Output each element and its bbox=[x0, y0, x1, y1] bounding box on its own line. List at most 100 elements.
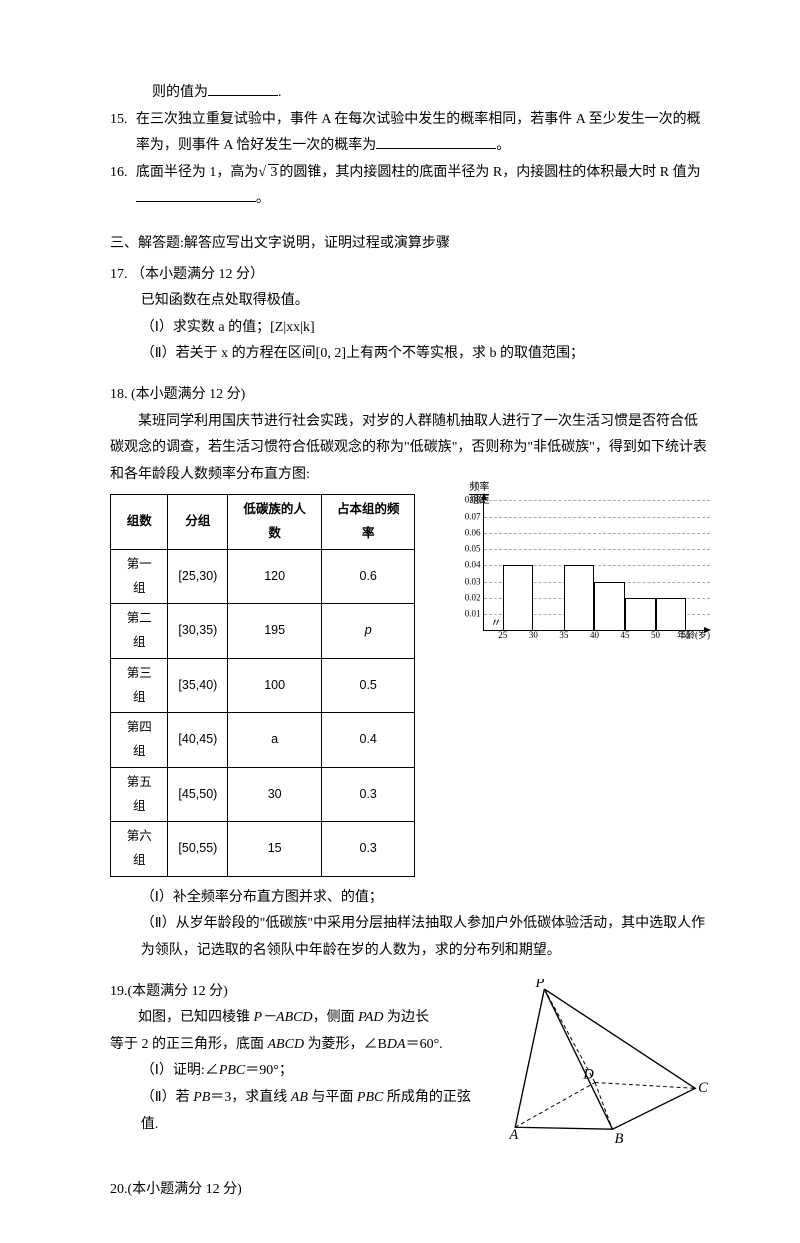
table-cell: 120 bbox=[228, 549, 322, 604]
q15-num: 15. bbox=[110, 107, 128, 160]
svg-text:B: B bbox=[615, 1130, 624, 1146]
table-cell: [35,40) bbox=[168, 658, 228, 713]
q15: 15. 在三次独立重复试验中，事件 A 在每次试验中发生的概率相同，若事件 A … bbox=[110, 107, 710, 160]
table-header: 占本组的频率 bbox=[321, 495, 414, 550]
hist-bar bbox=[564, 565, 595, 630]
ytick: 0.01 bbox=[450, 606, 480, 623]
section3-title: 三、解答题:解答应写出文字说明，证明过程或演算步骤 bbox=[110, 231, 710, 258]
table-cell: [45,50) bbox=[168, 767, 228, 822]
q18-p1: （Ⅰ）补全频率分布直方图并求、的值； bbox=[110, 885, 710, 912]
q20-head: (本小题满分 12 分) bbox=[128, 1182, 242, 1197]
hist-axes: 0.010.020.030.040.050.060.070.08〃2530354… bbox=[483, 500, 704, 631]
hist-bar bbox=[625, 598, 656, 631]
t: 如图，已知四棱锥 bbox=[138, 1010, 254, 1025]
q15-blank bbox=[376, 134, 496, 149]
ytick: 0.03 bbox=[450, 573, 480, 590]
table-cell: 0.6 bbox=[321, 549, 414, 604]
table-cell: [30,35) bbox=[168, 604, 228, 659]
q18-head: (本小题满分 12 分) bbox=[131, 387, 245, 402]
q17-num: 17. bbox=[110, 267, 128, 282]
q18-para: 某班同学利用国庆节进行社会实践，对岁的人群随机抽取人进行了一次生活习惯是否符合低… bbox=[110, 409, 710, 489]
table-cell: 100 bbox=[228, 658, 322, 713]
q18-histogram: 频率 组距 0.010.020.030.040.050.060.070.08〃2… bbox=[435, 488, 710, 658]
q18: 18. (本小题满分 12 分) bbox=[110, 382, 710, 409]
q19-l1: 如图，已知四棱锥 P－ABCD，侧面 PAD 为边长 bbox=[110, 1005, 478, 1032]
t: 为边长 bbox=[384, 1010, 430, 1025]
q14-text: 则的值为 bbox=[152, 85, 208, 100]
svg-text:C: C bbox=[698, 1080, 708, 1096]
table-cell: 0.3 bbox=[321, 767, 414, 822]
t: PBC bbox=[219, 1063, 245, 1078]
svg-text:D: D bbox=[582, 1066, 594, 1082]
t: 等于 2 的正三角形，底面 bbox=[110, 1037, 268, 1052]
q17-p2: （Ⅱ）若关于 x 的方程在区间[0, 2]上有两个不等实根，求 b 的取值范围； bbox=[110, 341, 710, 368]
q17: 17. （本小题满分 12 分） bbox=[110, 262, 710, 289]
q14-blank bbox=[208, 81, 278, 96]
pyramid-figure: P A B C D bbox=[486, 979, 710, 1149]
svg-text:P: P bbox=[535, 979, 545, 991]
q18-num: 18. bbox=[110, 387, 128, 402]
ytick: 0.05 bbox=[450, 541, 480, 558]
table-cell: 第二组 bbox=[111, 604, 168, 659]
q18-p2: （Ⅱ）从岁年龄段的"低碳族"中采用分层抽样法抽取人参加户外低碳体验活动，其中选取… bbox=[110, 911, 710, 964]
table-header: 组数 bbox=[111, 495, 168, 550]
ytick: 0.08 bbox=[450, 492, 480, 509]
table-cell: 0.4 bbox=[321, 713, 414, 768]
q18-table: 组数分组低碳族的人数占本组的频率 第一组[25,30)1200.6第二组[30,… bbox=[110, 494, 415, 877]
table-cell: 第一组 bbox=[111, 549, 168, 604]
t: ，侧面 bbox=[313, 1010, 359, 1025]
q18-row: 组数分组低碳族的人数占本组的频率 第一组[25,30)1200.6第二组[30,… bbox=[110, 488, 710, 877]
t: 与平面 bbox=[308, 1090, 357, 1105]
hist-bar bbox=[656, 598, 687, 631]
table-cell: 30 bbox=[228, 767, 322, 822]
table-cell: p bbox=[321, 604, 414, 659]
q19-row: 19.(本题满分 12 分) 如图，已知四棱锥 P－ABCD，侧面 PAD 为边… bbox=[110, 979, 710, 1149]
table-row: 第四组[40,45)a0.4 bbox=[111, 713, 415, 768]
t: ＝60°. bbox=[406, 1037, 443, 1052]
q17-l1: 已知函数在点处取得极值。 bbox=[110, 288, 710, 315]
ytick: 0.04 bbox=[450, 557, 480, 574]
table-cell: [50,55) bbox=[168, 822, 228, 877]
hist-bar bbox=[594, 582, 625, 631]
q20: 20.(本小题满分 12 分) bbox=[110, 1177, 710, 1204]
q16-b: 的圆锥，其内接圆柱的底面半径为 R，内接圆柱的体积最大时 R 值为 bbox=[279, 165, 700, 180]
sqrt-icon: 3 bbox=[258, 160, 279, 187]
q19-l2: 等于 2 的正三角形，底面 ABCD 为菱形，∠BDA＝60°. bbox=[110, 1032, 478, 1059]
q14-tail: 则的值为. bbox=[110, 80, 710, 107]
hist-xlabel: 年龄(岁) bbox=[677, 627, 710, 644]
q16-a: 底面半径为 1，高为 bbox=[136, 165, 259, 180]
t: （Ⅱ）若 bbox=[141, 1090, 193, 1105]
q19: 19.(本题满分 12 分) bbox=[110, 979, 478, 1006]
t: PB bbox=[193, 1090, 210, 1105]
table-cell: a bbox=[228, 713, 322, 768]
table-cell: 第六组 bbox=[111, 822, 168, 877]
t: P－ABCD bbox=[254, 1010, 313, 1025]
q16-blank bbox=[136, 187, 256, 202]
table-cell: 第三组 bbox=[111, 658, 168, 713]
t: ＝90°； bbox=[245, 1063, 293, 1078]
q16-end: 。 bbox=[256, 191, 270, 206]
q20-num: 20. bbox=[110, 1182, 128, 1197]
q19-p2: （Ⅱ）若 PB＝3，求直线 AB 与平面 PBC 所成角的正弦值. bbox=[110, 1085, 478, 1138]
ytick: 0.02 bbox=[450, 589, 480, 606]
t: ABCD bbox=[268, 1037, 305, 1052]
table-cell: 0.3 bbox=[321, 822, 414, 877]
q16-num: 16. bbox=[110, 160, 128, 213]
table-header: 低碳族的人数 bbox=[228, 495, 322, 550]
table-row: 第五组[45,50)300.3 bbox=[111, 767, 415, 822]
q15-end: 。 bbox=[496, 138, 510, 153]
t: （Ⅰ）证明:∠ bbox=[141, 1063, 219, 1078]
ytick: 0.06 bbox=[450, 524, 480, 541]
ytick: 0.07 bbox=[450, 508, 480, 525]
t: PAD bbox=[358, 1010, 383, 1025]
q19-num: 19. bbox=[110, 984, 128, 999]
t: DA bbox=[387, 1037, 406, 1052]
t: AB bbox=[291, 1090, 308, 1105]
table-cell: 0.5 bbox=[321, 658, 414, 713]
table-row: 第二组[30,35)195p bbox=[111, 604, 415, 659]
q19-p1: （Ⅰ）证明:∠PBC＝90°； bbox=[110, 1058, 478, 1085]
q17-p1: （Ⅰ）求实数 a 的值；[Z|xx|k] bbox=[110, 315, 710, 342]
table-row: 第一组[25,30)1200.6 bbox=[111, 549, 415, 604]
q16: 16. 底面半径为 1，高为3的圆锥，其内接圆柱的底面半径为 R，内接圆柱的体积… bbox=[110, 160, 710, 213]
table-header: 分组 bbox=[168, 495, 228, 550]
